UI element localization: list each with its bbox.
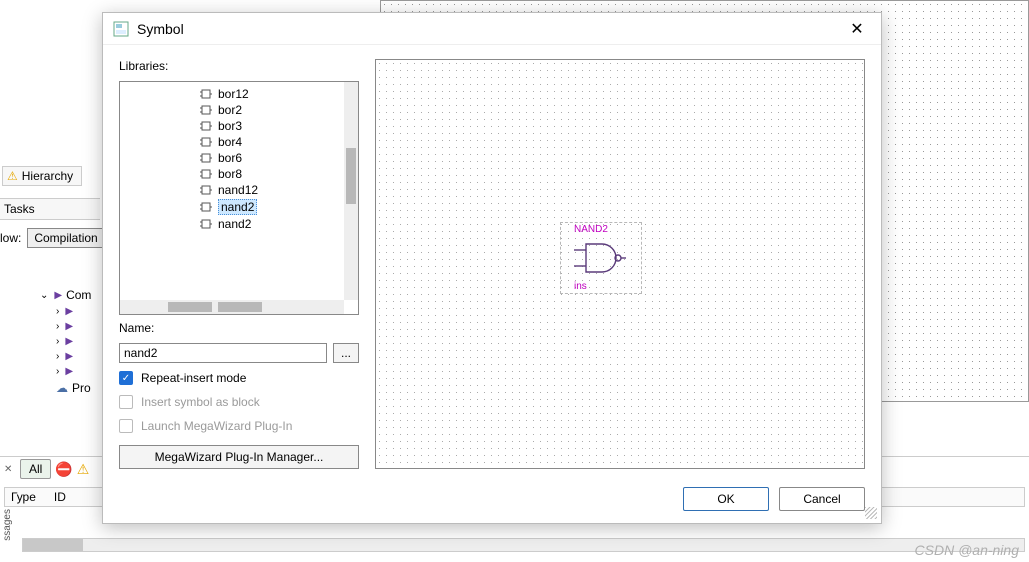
ok-button[interactable]: OK: [683, 487, 769, 511]
name-label: Name:: [119, 321, 359, 335]
col-type: Гуре: [11, 490, 36, 504]
close-icon[interactable]: ✕: [4, 464, 16, 475]
library-item[interactable]: bor8: [120, 166, 344, 182]
h-scrollbar[interactable]: [120, 300, 344, 314]
chevron-right-icon[interactable]: ›: [56, 321, 59, 332]
tree-item-label[interactable]: Pro: [72, 381, 91, 395]
launch-megawizard-checkbox: Launch MegaWizard Plug-In: [119, 417, 359, 435]
filter-all-button[interactable]: All: [20, 459, 51, 479]
checkbox-checked-icon: ✓: [119, 371, 133, 385]
cloud-icon: ☁: [56, 381, 68, 395]
messages-side-label: ssages: [2, 509, 13, 541]
library-item[interactable]: bor6: [120, 150, 344, 166]
instance-label: ins: [574, 281, 587, 292]
play-icon: ▶: [65, 351, 73, 362]
repeat-insert-checkbox[interactable]: ✓ Repeat-insert mode: [119, 369, 359, 387]
flow-row: low: Compilation: [0, 228, 117, 248]
col-id: ID: [54, 490, 66, 504]
chevron-right-icon[interactable]: ›: [56, 306, 59, 317]
component-icon: [200, 136, 212, 148]
chevron-right-icon[interactable]: ›: [56, 351, 59, 362]
component-icon: [200, 184, 212, 196]
h-scrollbar[interactable]: [22, 538, 1025, 552]
chevron-down-icon[interactable]: ⌄: [40, 290, 48, 301]
titlebar[interactable]: Symbol ✕: [103, 13, 881, 45]
name-input[interactable]: [119, 343, 327, 363]
error-icon[interactable]: ⛔: [55, 461, 72, 478]
libraries-listbox[interactable]: bor12bor2bor3bor4bor6bor8nand12nand2nand…: [119, 81, 359, 315]
v-scrollbar[interactable]: [344, 82, 358, 300]
megawizard-manager-button[interactable]: MegaWizard Plug-In Manager...: [119, 445, 359, 469]
close-button[interactable]: ✕: [843, 15, 871, 43]
library-item[interactable]: bor4: [120, 134, 344, 150]
play-icon: ▶: [65, 306, 73, 317]
library-item[interactable]: nand2: [120, 198, 344, 216]
play-icon: ▶: [65, 366, 73, 377]
hierarchy-button[interactable]: Hierarchy: [2, 166, 82, 186]
checkbox-icon: [119, 395, 133, 409]
component-icon: [200, 201, 212, 213]
insert-block-checkbox: Insert symbol as block: [119, 393, 359, 411]
browse-button[interactable]: ...: [333, 343, 359, 363]
tree-root[interactable]: Com: [66, 288, 91, 302]
flow-label: low:: [0, 231, 21, 245]
symbol-preview[interactable]: NAND2 ins: [375, 59, 865, 469]
library-item[interactable]: bor3: [120, 118, 344, 134]
library-item[interactable]: nand2: [120, 216, 344, 232]
chevron-right-icon[interactable]: ›: [56, 366, 59, 377]
libraries-label: Libraries:: [119, 59, 359, 73]
play-icon: ▶: [65, 336, 73, 347]
chevron-right-icon[interactable]: ›: [56, 336, 59, 347]
component-icon: [200, 120, 212, 132]
component-icon: [200, 104, 212, 116]
component-icon: [200, 168, 212, 180]
gate-label: NAND2: [574, 224, 608, 235]
library-item[interactable]: nand12: [120, 182, 344, 198]
symbol-icon: [113, 21, 129, 37]
nand2-gate: NAND2 ins: [574, 238, 626, 278]
component-icon: [200, 88, 212, 100]
tasks-panel-label: Tasks: [0, 198, 100, 220]
play-icon: ▶: [65, 321, 73, 332]
task-tree[interactable]: ⌄ ▶ Com › ▶ › ▶ › ▶ › ▶ › ▶ ☁ Pro: [40, 286, 91, 397]
library-item[interactable]: bor12: [120, 86, 344, 102]
component-icon: [200, 152, 212, 164]
checkbox-icon: [119, 419, 133, 433]
symbol-dialog: Symbol ✕ Libraries: bor12bor2bor3bor4bor…: [102, 12, 882, 524]
warning-icon[interactable]: ⚠: [77, 461, 90, 478]
play-icon: ▶: [54, 290, 62, 301]
library-item[interactable]: bor2: [120, 102, 344, 118]
resize-grip[interactable]: [865, 507, 877, 519]
cancel-button[interactable]: Cancel: [779, 487, 865, 511]
dialog-title: Symbol: [137, 21, 843, 37]
component-icon: [200, 218, 212, 230]
